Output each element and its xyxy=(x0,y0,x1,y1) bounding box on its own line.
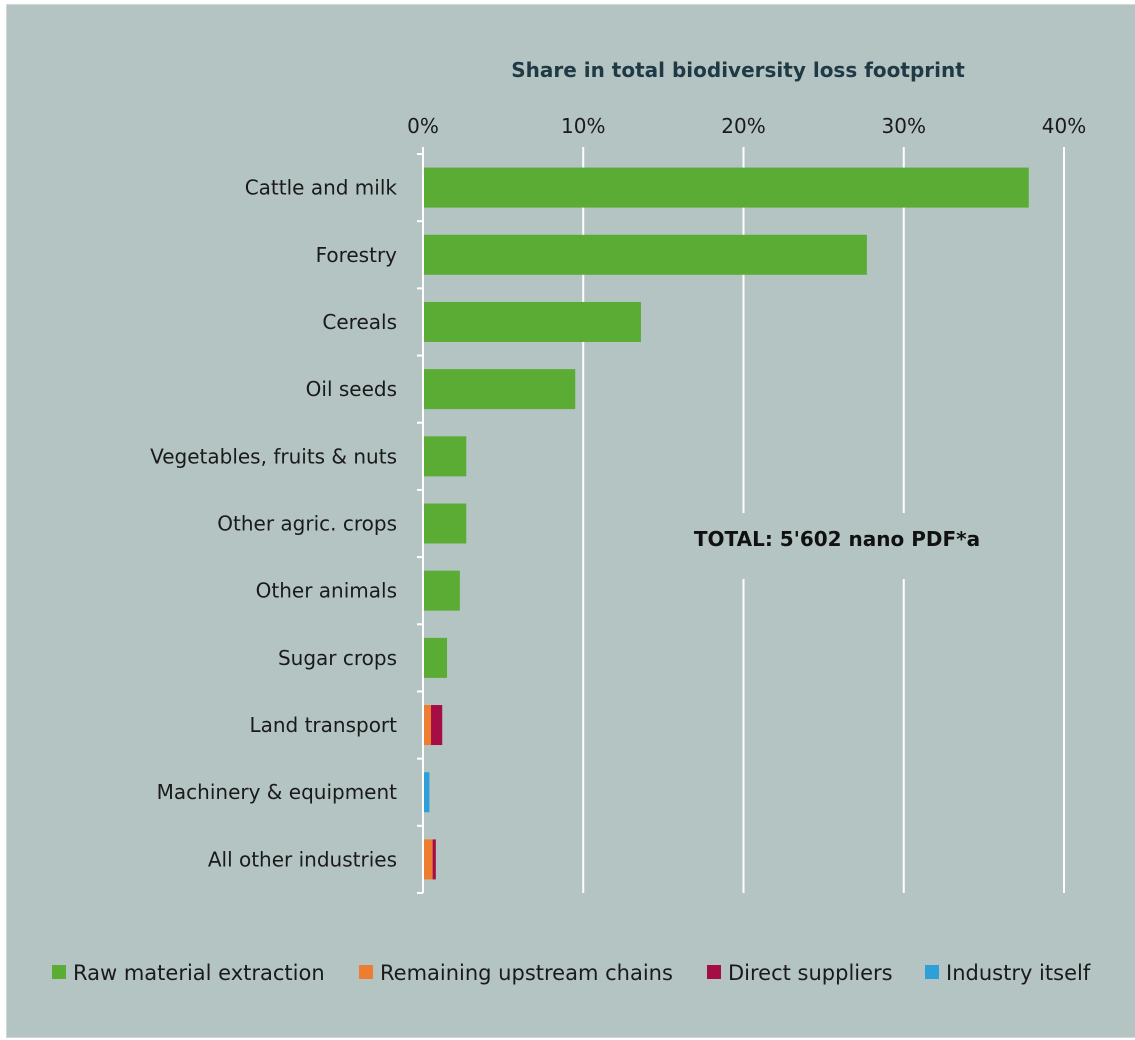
legend-label: Remaining upstream chains xyxy=(380,961,673,985)
x-tick-labels: 0% 10% 20% 30% 40% xyxy=(407,114,1086,138)
bar-segment xyxy=(423,637,448,678)
bar-segment xyxy=(423,839,433,880)
annotation-background xyxy=(647,513,1027,579)
category-label: Machinery & equipment xyxy=(157,780,397,804)
category-label: Sugar crops xyxy=(278,646,397,670)
legend-item: Direct suppliers xyxy=(707,961,893,985)
bar-segment xyxy=(423,234,867,275)
category-label: Cattle and milk xyxy=(245,176,398,200)
legend-label: Direct suppliers xyxy=(728,961,893,985)
bar-segment xyxy=(423,369,576,410)
chart-title: Share in total biodiversity loss footpri… xyxy=(511,58,965,82)
category-label: Other agric. crops xyxy=(217,512,397,536)
category-label: Oil seeds xyxy=(306,377,397,401)
category-label: Vegetables, fruits & nuts xyxy=(150,444,397,468)
biodiversity-footprint-chart: Share in total biodiversity loss footpri… xyxy=(52,58,1091,985)
legend-label: Industry itself xyxy=(946,961,1091,985)
legend-swatch xyxy=(707,965,721,979)
bar-segment xyxy=(423,503,467,544)
bar-segment xyxy=(423,167,1029,208)
total-annotation: TOTAL: 5'602 nano PDF*a xyxy=(694,527,980,551)
chart-panel: Share in total biodiversity loss footpri… xyxy=(6,4,1135,1038)
category-label: Forestry xyxy=(316,243,398,267)
bars xyxy=(423,167,1029,880)
bar-segment xyxy=(423,570,460,611)
legend-item: Remaining upstream chains xyxy=(359,961,673,985)
x-tick-label: 40% xyxy=(1042,114,1086,138)
legend-swatch xyxy=(359,965,373,979)
category-labels: Cattle and milk Forestry Cereals Oil seeds V… xyxy=(150,176,397,872)
x-tick-label: 20% xyxy=(721,114,765,138)
bar-segment xyxy=(423,301,641,342)
legend-item: Raw material extraction xyxy=(52,961,325,985)
legend-swatch xyxy=(52,965,66,979)
legend-item: Industry itself xyxy=(925,961,1091,985)
bar-segment xyxy=(423,436,467,477)
x-tick-label: 0% xyxy=(407,114,439,138)
legend: Raw material extraction Remaining upstrea… xyxy=(52,961,1091,985)
bar-segment xyxy=(431,705,443,746)
category-label: Land transport xyxy=(249,713,397,737)
axes xyxy=(417,147,1065,894)
x-tick-label: 30% xyxy=(882,114,926,138)
category-label: All other industries xyxy=(208,847,397,871)
bar-segment xyxy=(423,705,432,746)
bar-segment xyxy=(423,772,430,813)
category-label: Cereals xyxy=(322,310,397,334)
x-tick-label: 10% xyxy=(561,114,605,138)
legend-label: Raw material extraction xyxy=(73,961,325,985)
legend-swatch xyxy=(925,965,939,979)
bar-segment xyxy=(432,839,436,880)
category-label: Other animals xyxy=(256,579,397,603)
annotation-backdrop xyxy=(647,513,1027,579)
